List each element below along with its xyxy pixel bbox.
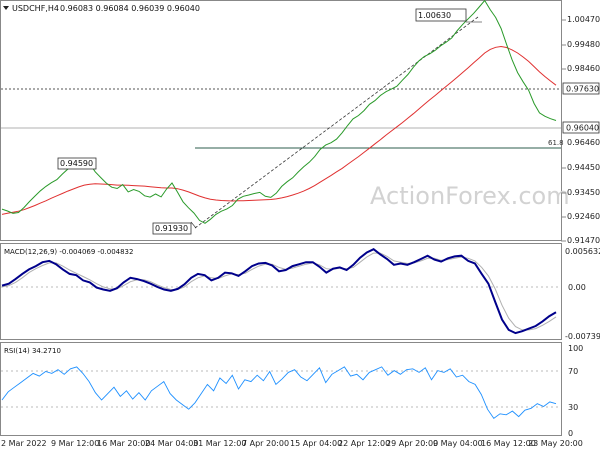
macd-title: MACD(12,26,9) -0.004069 -0.004832 <box>4 248 133 256</box>
macd-panel-frame <box>0 243 562 340</box>
time-tick: 15 Apr 04:00 <box>290 439 342 448</box>
annotation-box-high <box>415 8 467 22</box>
rsi-line <box>1 366 557 420</box>
price-tick: 0.93450 <box>567 188 600 197</box>
time-tick: 16 Mar 20:00 <box>97 439 150 448</box>
time-tick: 29 Apr 20:00 <box>386 439 438 448</box>
rsi-panel-frame <box>0 342 562 436</box>
price-tick: 0.98460 <box>567 64 600 73</box>
macd-tick: -0.007395 <box>565 332 600 341</box>
price-tick: 1.00470 <box>567 15 600 24</box>
price-tick: 0.96460 <box>567 138 600 147</box>
macd-axis: 0.005632 0.00 -0.007395 <box>565 247 600 341</box>
annotation-mid: 0.94590 <box>60 159 93 168</box>
ohlc-values: 0.96083 0.96084 0.96039 0.96040 <box>60 4 200 13</box>
time-tick: 22 Apr 12:00 <box>338 439 390 448</box>
macd-tick: 0.005632 <box>565 247 600 256</box>
time-tick: 16 May 12:00 <box>481 439 536 448</box>
time-tick: 2 Mar 2022 <box>1 439 47 448</box>
time-tick: 23 May 20:00 <box>528 439 583 448</box>
macd-tick: 0.00 <box>568 283 586 292</box>
rsi-title: RSI(14) 34.2710 <box>4 347 61 355</box>
title-dropdown-icon[interactable] <box>3 6 9 10</box>
rsi-tick: 30 <box>568 403 578 412</box>
level-tag-0.97630: 0.97630 <box>566 85 599 94</box>
chart-title: USDCHF,H4 <box>12 4 59 13</box>
price-tick: 0.99480 <box>567 40 600 49</box>
level-tag-0.96040: 0.96040 <box>566 124 599 133</box>
rsi-tick: 0 <box>568 429 573 438</box>
price-tick: 0.94450 <box>567 163 600 172</box>
price-axis: 1.00470 0.99480 0.98460 0.96460 0.94450 … <box>561 15 600 245</box>
rsi-tick: 100 <box>568 344 583 353</box>
rsi-axis: 100 70 30 0 <box>568 344 583 438</box>
macd-line <box>1 248 557 335</box>
time-tick: 9 May 04:00 <box>433 439 483 448</box>
price-tick: 0.92460 <box>567 212 600 221</box>
time-tick: 31 Mar 12:00 <box>193 439 246 448</box>
rsi-tick: 70 <box>568 367 578 376</box>
annotation-low: 0.91930 <box>155 224 188 233</box>
watermark: ActionForex.com <box>370 182 570 210</box>
annotation-high: 1.00630 <box>418 11 451 20</box>
level-tag-box-0.96040 <box>562 121 600 134</box>
time-axis: 2 Mar 2022 9 Mar 12:00 16 Mar 20:00 24 M… <box>1 439 583 448</box>
annotation-box-low <box>152 222 192 235</box>
time-tick: 7 Apr 20:00 <box>242 439 289 448</box>
price-tick: 0.91470 <box>567 236 600 245</box>
time-tick: 24 Mar 04:00 <box>145 439 198 448</box>
level-tag-box-0.97630 <box>562 82 600 95</box>
annotation-connector-low <box>190 221 197 229</box>
trend-line <box>194 16 479 229</box>
ema-line <box>1 45 557 215</box>
annotation-box-mid <box>57 157 97 170</box>
fibo-label: 61.8 <box>548 139 564 147</box>
time-tick: 9 Mar 12:00 <box>51 439 99 448</box>
price-line <box>1 0 557 224</box>
main-panel-frame <box>0 0 562 241</box>
